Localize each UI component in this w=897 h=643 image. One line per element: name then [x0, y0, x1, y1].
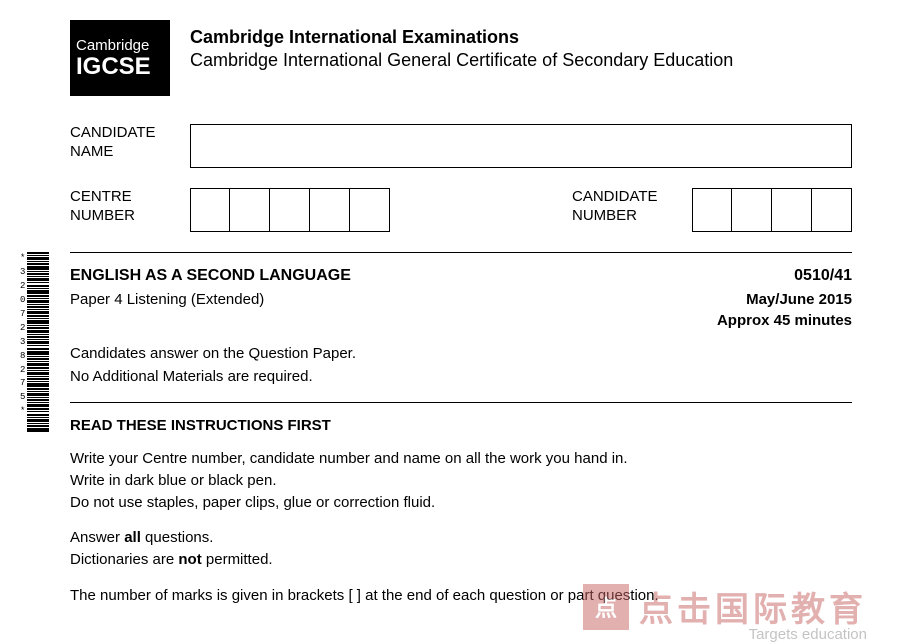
barcode-bars [27, 252, 49, 432]
centre-digit[interactable] [190, 188, 230, 232]
instruction-line: Write your Centre number, candidate numb… [70, 448, 852, 470]
candidate-digit[interactable] [772, 188, 812, 232]
candidate-number-label: CANDIDATE NUMBER [572, 188, 682, 226]
candidate-name-label: CANDIDATE NAME [70, 124, 180, 162]
barcode-digits: *3207238275* [20, 252, 25, 432]
candidate-digit[interactable] [692, 188, 732, 232]
centre-digit[interactable] [310, 188, 350, 232]
header: Cambridge IGCSE Cambridge International … [70, 20, 852, 96]
watermark: 点 点击国际教育 [583, 582, 867, 631]
candidate-digit[interactable] [812, 188, 852, 232]
text-fragment: permitted. [202, 551, 273, 568]
logo-text-top: Cambridge [76, 38, 170, 53]
cambridge-igcse-logo: Cambridge IGCSE [70, 20, 170, 96]
watermark-icon: 点 [583, 584, 629, 630]
instructions-heading: READ THESE INSTRUCTIONS FIRST [70, 417, 852, 434]
instruction-dictionaries: Dictionaries are not permitted. [70, 549, 852, 571]
number-fields-row: CENTRE NUMBER CANDIDATE NUMBER [70, 188, 852, 232]
candidate-name-input[interactable] [190, 124, 852, 168]
bold-fragment: not [178, 551, 201, 568]
note-no-materials: No Additional Materials are required. [70, 366, 852, 389]
text-fragment: questions. [141, 529, 214, 546]
logo-text-bottom: IGCSE [76, 55, 170, 79]
text-fragment: Dictionaries are [70, 551, 178, 568]
subject-title: ENGLISH AS A SECOND LANGUAGE [70, 267, 351, 285]
candidate-digit[interactable] [732, 188, 772, 232]
subject-code: 0510/41 [794, 267, 852, 285]
candidate-number-input[interactable] [692, 188, 852, 232]
instructions-block-1: Write your Centre number, candidate numb… [70, 448, 852, 513]
paper-row: Paper 4 Listening (Extended) May/June 20… [70, 291, 852, 308]
text-fragment: Answer [70, 529, 124, 546]
centre-number-label: CENTRE NUMBER [70, 188, 180, 226]
instructions-block-2: Answer all questions. Dictionaries are n… [70, 527, 852, 571]
divider-bottom [70, 402, 852, 403]
org-title: Cambridge International Examinations [190, 26, 733, 49]
barcode: *3207238275* [20, 252, 54, 432]
watermark-en: Targets education [749, 626, 867, 643]
candidate-name-row: CANDIDATE NAME [70, 124, 852, 168]
paper-name: Paper 4 Listening (Extended) [70, 291, 264, 308]
instruction-line: Do not use staples, paper clips, glue or… [70, 492, 852, 514]
centre-number-input[interactable] [190, 188, 390, 232]
subject-row: ENGLISH AS A SECOND LANGUAGE 0510/41 [70, 267, 852, 285]
centre-digit[interactable] [350, 188, 390, 232]
watermark-cn: 点击国际教育 [639, 582, 867, 631]
divider-top [70, 252, 852, 253]
exam-session: May/June 2015 [746, 291, 852, 308]
instruction-line: Write in dark blue or black pen. [70, 470, 852, 492]
centre-digit[interactable] [230, 188, 270, 232]
bold-fragment: all [124, 529, 141, 546]
note-answer-on-paper: Candidates answer on the Question Paper. [70, 343, 852, 366]
org-subtitle: Cambridge International General Certific… [190, 49, 733, 72]
exam-cover-page: Cambridge IGCSE Cambridge International … [0, 0, 897, 627]
header-titles: Cambridge International Examinations Cam… [190, 20, 733, 73]
duration: Approx 45 minutes [70, 312, 852, 329]
centre-digit[interactable] [270, 188, 310, 232]
instruction-answer-all: Answer all questions. [70, 527, 852, 549]
